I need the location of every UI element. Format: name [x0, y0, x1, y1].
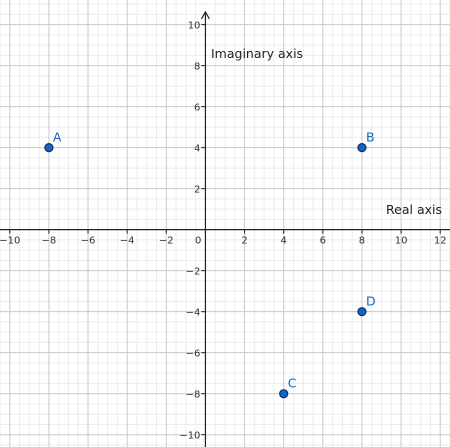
x-tick-label: −2 [159, 236, 174, 247]
y-tick-label: −8 [186, 390, 201, 401]
point-a[interactable] [44, 143, 54, 153]
x-tick-label: −10 [0, 236, 20, 247]
x-tick-label: 6 [320, 236, 326, 247]
point-label-b: B [366, 130, 375, 145]
point-c[interactable] [279, 389, 289, 399]
x-tick-label: 4 [281, 236, 287, 247]
y-tick-label: 10 [188, 21, 201, 32]
point-label-d: D [366, 294, 376, 309]
y-tick-label: 4 [194, 144, 200, 155]
x-tick-label: 0 [195, 236, 201, 247]
x-tick-label: −6 [81, 236, 96, 247]
y-tick-label: −10 [179, 431, 200, 442]
y-axis-arrow [200, 10, 210, 20]
axes [0, 10, 450, 447]
x-axis-label: Real axis [386, 202, 442, 217]
x-tick-label: −8 [42, 236, 57, 247]
x-tick-label: 12 [434, 236, 447, 247]
y-axis-label: Imaginary axis [211, 46, 303, 61]
y-tick-label: −4 [186, 308, 201, 319]
point-d[interactable] [357, 307, 367, 317]
x-tick-label: 8 [359, 236, 365, 247]
y-tick-label: −6 [186, 349, 201, 360]
y-tick-label: 8 [194, 62, 200, 73]
x-tick-label: 10 [395, 236, 408, 247]
y-tick-label: 2 [194, 185, 200, 196]
point-label-c: C [288, 376, 297, 391]
y-tick-label: 6 [194, 103, 200, 114]
x-tick-label: −4 [120, 236, 135, 247]
point-label-a: A [53, 130, 62, 145]
point-b[interactable] [357, 143, 367, 153]
y-tick-label: −2 [186, 267, 201, 278]
tick-labels: −10 −8 −6 −4 −2 0 2 4 6 8 10 12 −10 −8 −6 −4 −2 2 4 6 8 10 [0, 21, 447, 442]
data-points: A B C D [44, 130, 376, 399]
x-tick-label: 2 [241, 236, 247, 247]
